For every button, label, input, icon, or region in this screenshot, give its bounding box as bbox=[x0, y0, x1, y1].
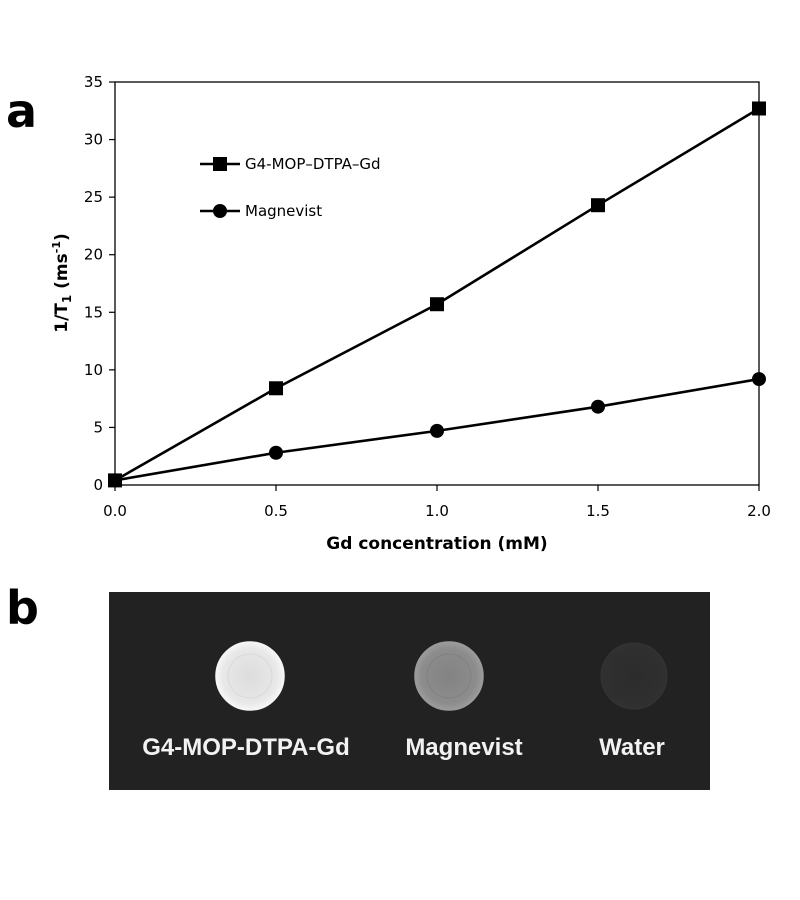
x-tick-label: 1.5 bbox=[586, 502, 610, 520]
y-axis-title-close: ) bbox=[52, 233, 72, 241]
panel-label-b: b bbox=[6, 581, 39, 635]
y-tick-label: 10 bbox=[84, 361, 103, 379]
sample-disc-g4 bbox=[215, 641, 285, 711]
y-tick-label: 5 bbox=[93, 418, 103, 436]
sample-label-water: Water bbox=[599, 734, 665, 761]
legend-label-g4: G4-MOP–DTPA–Gd bbox=[245, 155, 381, 173]
y-tick-label: 30 bbox=[84, 131, 103, 149]
line-chart: 0 5 10 15 20 25 30 35 0.0 0.5 1.0 1.5 2.0 Gd concen… bbox=[50, 73, 771, 554]
y-tick-label: 20 bbox=[84, 246, 103, 264]
x-axis-title: Gd concentration (mM) bbox=[326, 534, 547, 554]
y-axis-title-main: 1/T bbox=[52, 303, 72, 333]
y-tick-label: 15 bbox=[84, 303, 103, 321]
y-axis-title: 1/T1 (ms-1) bbox=[50, 233, 74, 333]
series-magnevist bbox=[108, 372, 766, 488]
phantom-image: G4-MOP-DTPA-Gd Magnevist Water bbox=[109, 592, 710, 790]
sample-water: Water bbox=[599, 642, 668, 761]
sample-ring-magnevist bbox=[426, 653, 472, 699]
data-point-square bbox=[269, 381, 283, 396]
x-tick-label: 0.0 bbox=[103, 502, 127, 520]
data-point-square bbox=[430, 297, 444, 312]
data-point-circle bbox=[108, 473, 122, 488]
y-axis-title-subscript: 1 bbox=[60, 295, 74, 303]
series-layer bbox=[108, 101, 766, 488]
legend-square-marker bbox=[213, 157, 227, 171]
panel-label-a: a bbox=[6, 84, 37, 138]
sample-label-g4: G4-MOP-DTPA-Gd bbox=[142, 734, 350, 761]
sample-label-magnevist: Magnevist bbox=[405, 734, 522, 761]
sample-disc-water bbox=[600, 642, 668, 710]
x-tick-label: 0.5 bbox=[264, 502, 288, 520]
data-point-square bbox=[752, 101, 766, 116]
y-axis-title-superscript: -1 bbox=[50, 241, 63, 253]
data-point-circle bbox=[591, 399, 605, 414]
y-tick-label: 35 bbox=[84, 73, 103, 91]
sample-g4: G4-MOP-DTPA-Gd bbox=[142, 641, 350, 761]
x-tick-label: 1.0 bbox=[425, 502, 449, 520]
legend: G4-MOP–DTPA–Gd Magnevist bbox=[200, 155, 381, 220]
x-axis: 0.0 0.5 1.0 1.5 2.0 bbox=[103, 485, 771, 520]
x-tick-label: 2.0 bbox=[747, 502, 771, 520]
y-axis-title-open: (ms bbox=[52, 253, 72, 295]
sample-magnevist: Magnevist bbox=[405, 641, 523, 761]
sample-ring-g4 bbox=[227, 653, 273, 699]
legend-circle-marker bbox=[213, 204, 227, 218]
sample-disc-magnevist bbox=[414, 641, 484, 711]
data-point-circle bbox=[430, 423, 444, 438]
data-point-circle bbox=[269, 445, 283, 460]
legend-label-magnevist: Magnevist bbox=[245, 202, 322, 220]
data-point-circle bbox=[752, 372, 766, 387]
y-tick-label: 0 bbox=[93, 476, 103, 494]
y-axis: 0 5 10 15 20 25 30 35 bbox=[84, 73, 115, 494]
data-point-square bbox=[591, 198, 605, 213]
y-tick-label: 25 bbox=[84, 188, 103, 206]
